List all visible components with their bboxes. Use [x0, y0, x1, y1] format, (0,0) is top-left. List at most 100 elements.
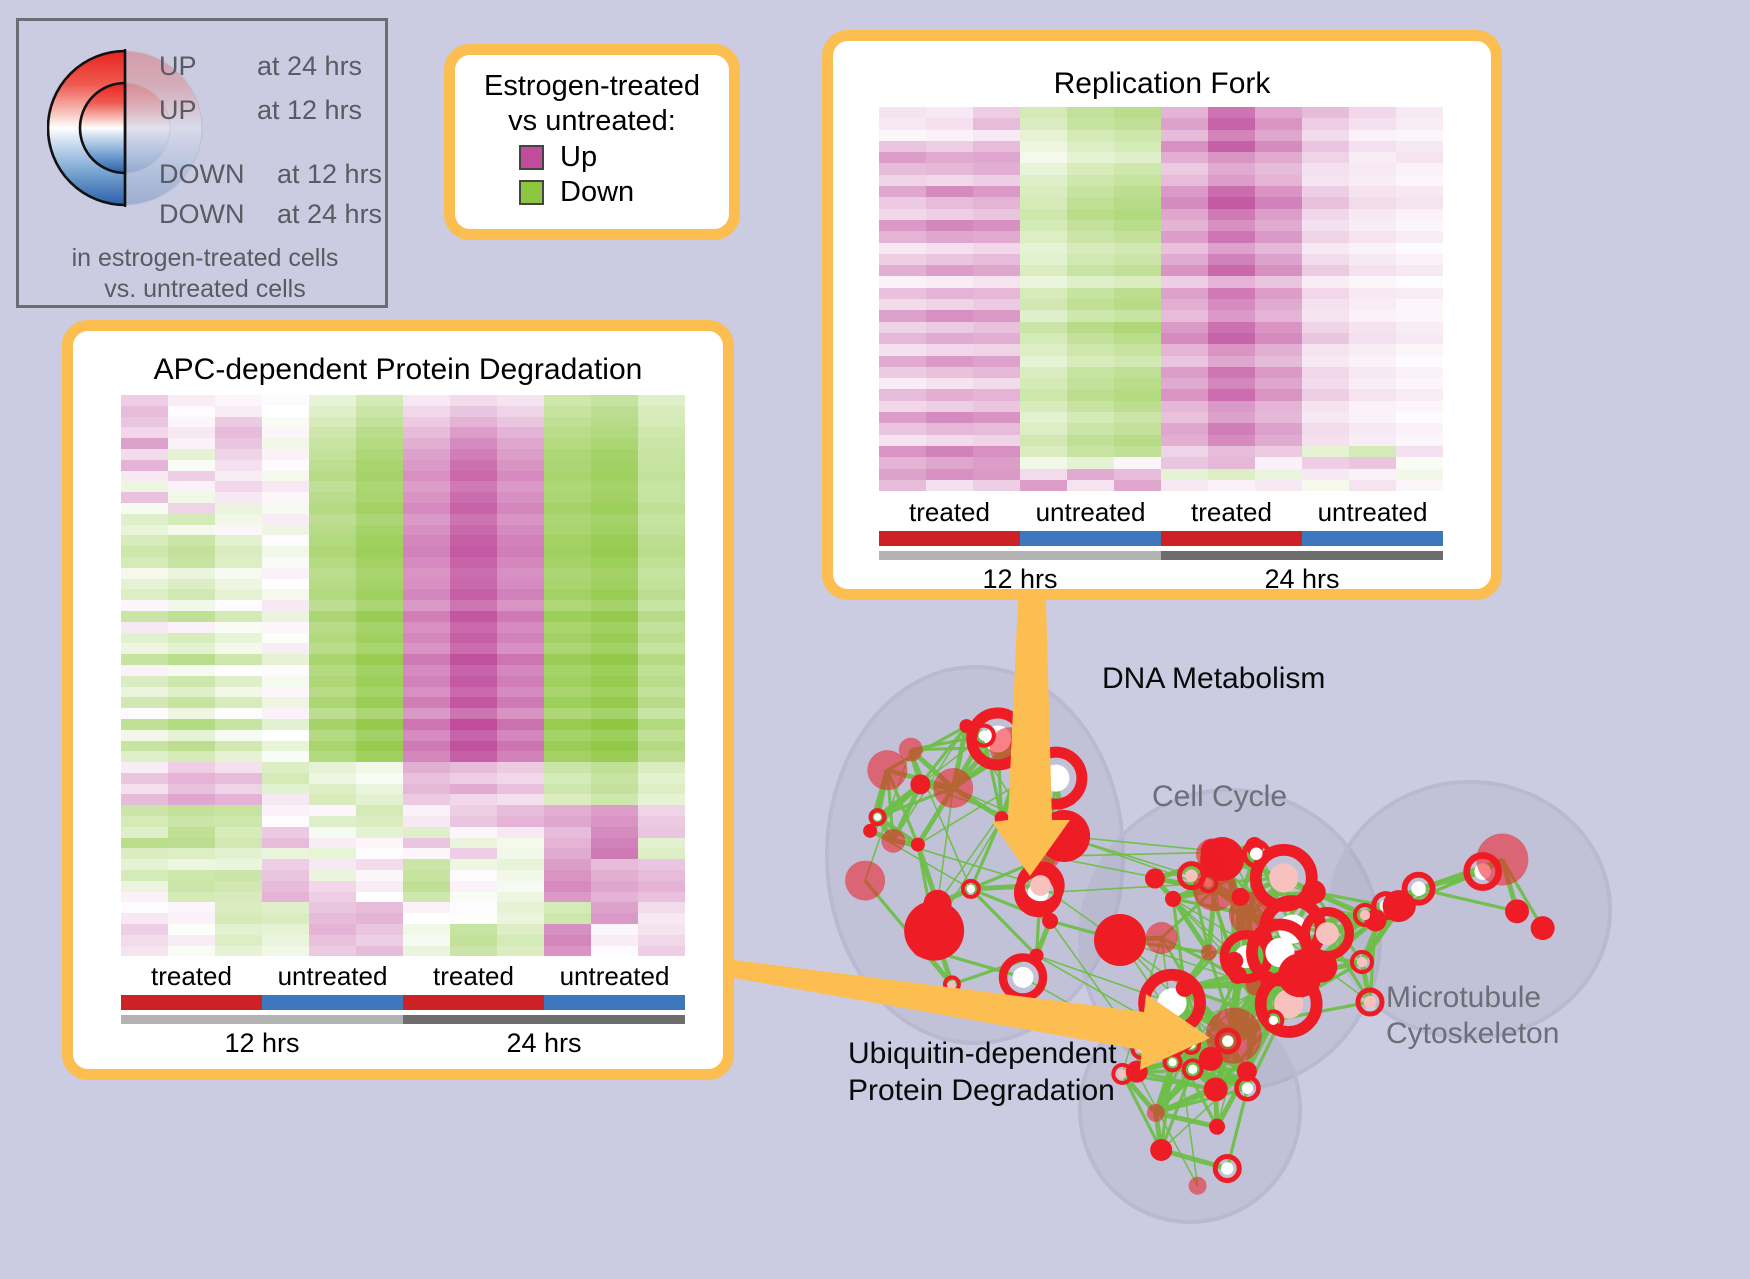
heatmap-cell	[1302, 344, 1349, 356]
heatmap-cell	[497, 783, 544, 795]
heatmap-row	[879, 140, 1443, 153]
heatmap-cell	[403, 740, 450, 752]
heatmap-cell	[497, 438, 544, 449]
heatmap-cell	[1208, 457, 1255, 469]
heatmap-cell	[1020, 276, 1067, 288]
heatmap-cell	[309, 837, 356, 849]
heatmap-row	[121, 837, 685, 849]
heatmap-row	[879, 344, 1443, 356]
heatmap-cell	[121, 762, 168, 773]
heatmap-cell	[544, 826, 591, 838]
heatmap-cell	[591, 535, 638, 547]
heatmap-cell	[1067, 378, 1114, 390]
heatmap-cell	[356, 697, 403, 709]
heatmap-cell	[638, 643, 685, 655]
heatmap-cell	[1161, 310, 1208, 322]
heatmap-cell	[497, 880, 544, 892]
heatmap-cell	[121, 481, 168, 493]
heatmap-cell	[497, 395, 544, 406]
heatmap-cell	[1396, 208, 1443, 220]
heatmap-cell	[450, 751, 497, 763]
heatmap-cell	[403, 880, 450, 892]
heatmap-cell	[215, 600, 262, 611]
heatmap-cell	[1302, 197, 1349, 209]
heatmap-cell	[1161, 445, 1208, 458]
heatmap-cell	[1302, 434, 1349, 446]
heatmap-cell	[1161, 457, 1208, 469]
heatmap-cell	[215, 697, 262, 709]
heatmap-cell	[497, 859, 544, 871]
heatmap-row	[879, 129, 1443, 141]
heatmap-row	[121, 772, 685, 784]
network-node	[1355, 987, 1385, 1017]
heatmap-cell	[121, 448, 168, 460]
heatmap-cell	[450, 621, 497, 633]
heatmap-cell	[973, 344, 1020, 356]
network-node-core	[1269, 863, 1299, 893]
heatmap-cell	[1208, 412, 1255, 424]
group-label: untreated	[1035, 497, 1146, 527]
heatmap-row	[121, 762, 685, 773]
heatmap-cell	[262, 654, 309, 665]
heatmap-cell	[591, 654, 638, 665]
heatmap-cell	[1208, 423, 1255, 435]
heatmap-cell	[403, 459, 450, 471]
heatmap-cell	[262, 416, 309, 428]
heatmap-cell	[879, 310, 926, 322]
heatmap-cell	[215, 416, 262, 428]
timepoint-labels-replication: 12 hrs 24 hrs	[879, 564, 1443, 598]
legend-state-0: UP	[159, 51, 197, 81]
heatmap-cell	[215, 805, 262, 817]
heatmap-cell	[1114, 163, 1161, 175]
heatmap-cell	[168, 794, 215, 806]
heatmap-cell	[544, 686, 591, 698]
heatmap-row	[121, 859, 685, 871]
heatmap-cell	[121, 816, 168, 827]
heatmap-row	[121, 470, 685, 482]
heatmap-cell	[168, 924, 215, 935]
heatmap-cell	[1114, 118, 1161, 130]
heatmap-cell	[309, 556, 356, 568]
heatmap-cell	[1208, 434, 1255, 446]
heatmap-cell	[356, 740, 403, 752]
heatmap-cell	[309, 405, 356, 417]
heatmap-cell	[926, 321, 973, 333]
heatmap-cell	[450, 556, 497, 568]
heatmap-cell	[450, 492, 497, 503]
heatmap-cell	[926, 253, 973, 266]
network-node	[1236, 1061, 1257, 1082]
updown-circle-diagram	[46, 43, 207, 213]
heatmap-cell	[403, 664, 450, 676]
heatmap-cell	[215, 740, 262, 752]
heatmap-cell	[168, 675, 215, 687]
heatmap-cell	[1255, 140, 1302, 153]
heatmap-cell	[638, 805, 685, 817]
heatmap-cell	[168, 524, 215, 536]
heatmap-cell	[215, 751, 262, 763]
heatmap-cell	[262, 470, 309, 482]
heatmap-cell	[403, 524, 450, 536]
heatmap-cell	[497, 481, 544, 493]
heatmap-row	[121, 924, 685, 935]
heatmap-cell	[926, 140, 973, 153]
heatmap-cell	[879, 299, 926, 311]
heatmap-cell	[1396, 287, 1443, 300]
heatmap-cell	[1020, 186, 1067, 198]
heatmap-cell	[121, 859, 168, 871]
heatmap-cell	[215, 567, 262, 579]
heatmap-cell	[591, 470, 638, 482]
heatmap-cell	[544, 438, 591, 449]
heatmap-row	[121, 654, 685, 665]
heatmap-cell	[215, 924, 262, 935]
legend-state-2: DOWN	[159, 159, 245, 189]
heatmap-cell	[1255, 163, 1302, 175]
network-edge	[1136, 1070, 1217, 1092]
heatmap-cell	[1208, 242, 1255, 254]
heatmap-cell	[262, 427, 309, 439]
heatmap-cell	[973, 378, 1020, 390]
heatmap-cell	[1020, 423, 1067, 435]
heatmap-cell	[1067, 321, 1114, 333]
heatmap-cell	[1255, 310, 1302, 322]
heatmap-cell	[309, 794, 356, 806]
heatmap-cell	[1020, 332, 1067, 345]
